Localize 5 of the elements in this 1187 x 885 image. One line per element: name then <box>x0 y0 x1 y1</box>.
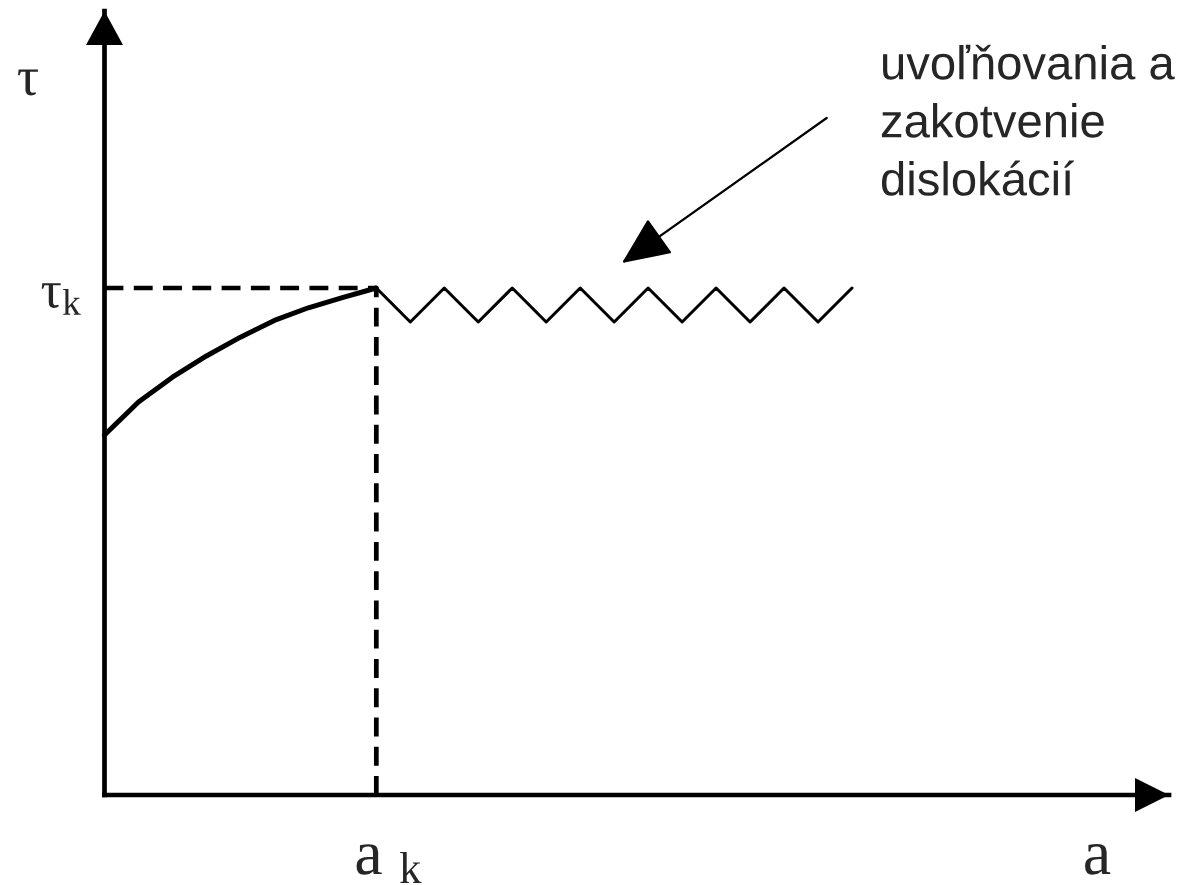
y-axis-title: τ <box>18 69 38 96</box>
ref-line-label: τ$_{k}$ <box>41 283 81 315</box>
text: a $_{k}$ <box>356 844 422 883</box>
x-axis-title: a <box>1085 844 1111 875</box>
text: uvoľňovania a zakotvenie dislokácií <box>881 44 1175 196</box>
